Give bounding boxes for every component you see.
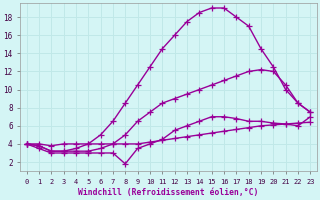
X-axis label: Windchill (Refroidissement éolien,°C): Windchill (Refroidissement éolien,°C) [78, 188, 259, 197]
